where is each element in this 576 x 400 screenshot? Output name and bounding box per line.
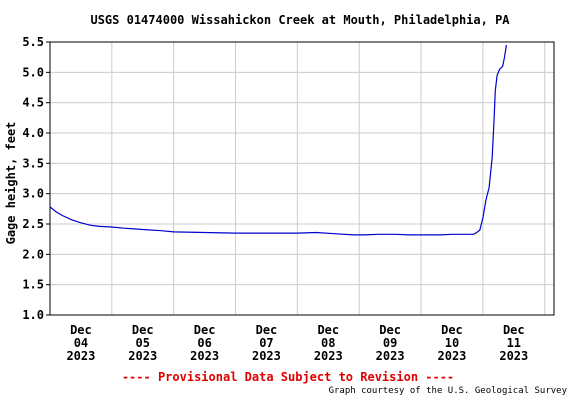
x-tick-label: 11 [507,336,521,350]
y-tick-label: 4.0 [22,126,44,140]
x-tick-label: 07 [259,336,273,350]
y-tick-label: 2.5 [22,217,44,231]
x-tick-label: 2023 [314,349,343,363]
y-tick-label: 2.0 [22,247,44,261]
y-axis-label: Gage height, feet [4,122,18,245]
plot-frame [49,41,555,316]
y-tick-label: 1.5 [22,278,44,292]
y-tick-label: 5.5 [22,35,44,49]
x-tick-label: Dec [503,323,525,337]
series-line [49,44,507,236]
x-tick-label: 2023 [499,349,528,363]
grid [50,41,554,316]
y-tick-label: 3.0 [22,187,44,201]
credit-text: Graph courtesy of the U.S. Geological Su… [329,386,568,396]
x-tick-label: 2023 [252,349,281,363]
x-tick-label: Dec [379,323,401,337]
x-tick-label: 2023 [438,349,467,363]
x-tick-label: 2023 [128,349,157,363]
x-tick-label: 2023 [66,349,95,363]
x-tick-label: Dec [256,323,278,337]
y-tick-label: 4.5 [22,96,44,110]
x-tick-label: Dec [317,323,339,337]
x-tick-label: 04 [74,336,88,350]
x-tick-label: 2023 [376,349,405,363]
y-tick-label: 1.0 [22,308,44,322]
y-axis-ticks: 1.0 1.5 2.0 2.5 3.0 3.5 4.0 4.5 5.0 5.5 [22,35,50,322]
x-tick-label: 05 [136,336,150,350]
x-tick-label: 06 [197,336,211,350]
x-tick-label: 08 [321,336,335,350]
x-tick-label: Dec [70,323,92,337]
x-tick-label: 10 [445,336,459,350]
provisional-notice: ---- Provisional Data Subject to Revisio… [122,370,454,384]
x-tick-label: Dec [194,323,216,337]
x-tick-label: 09 [383,336,397,350]
y-tick-label: 5.0 [22,65,44,79]
x-tick-label: Dec [132,323,154,337]
x-tick-label: Dec [441,323,463,337]
y-tick-label: 3.5 [22,156,44,170]
chart-title: USGS 01474000 Wissahickon Creek at Mouth… [90,13,510,27]
x-tick-label: 2023 [190,349,219,363]
x-axis-ticks: Dec042023Dec052023Dec062023Dec072023Dec0… [66,323,528,363]
